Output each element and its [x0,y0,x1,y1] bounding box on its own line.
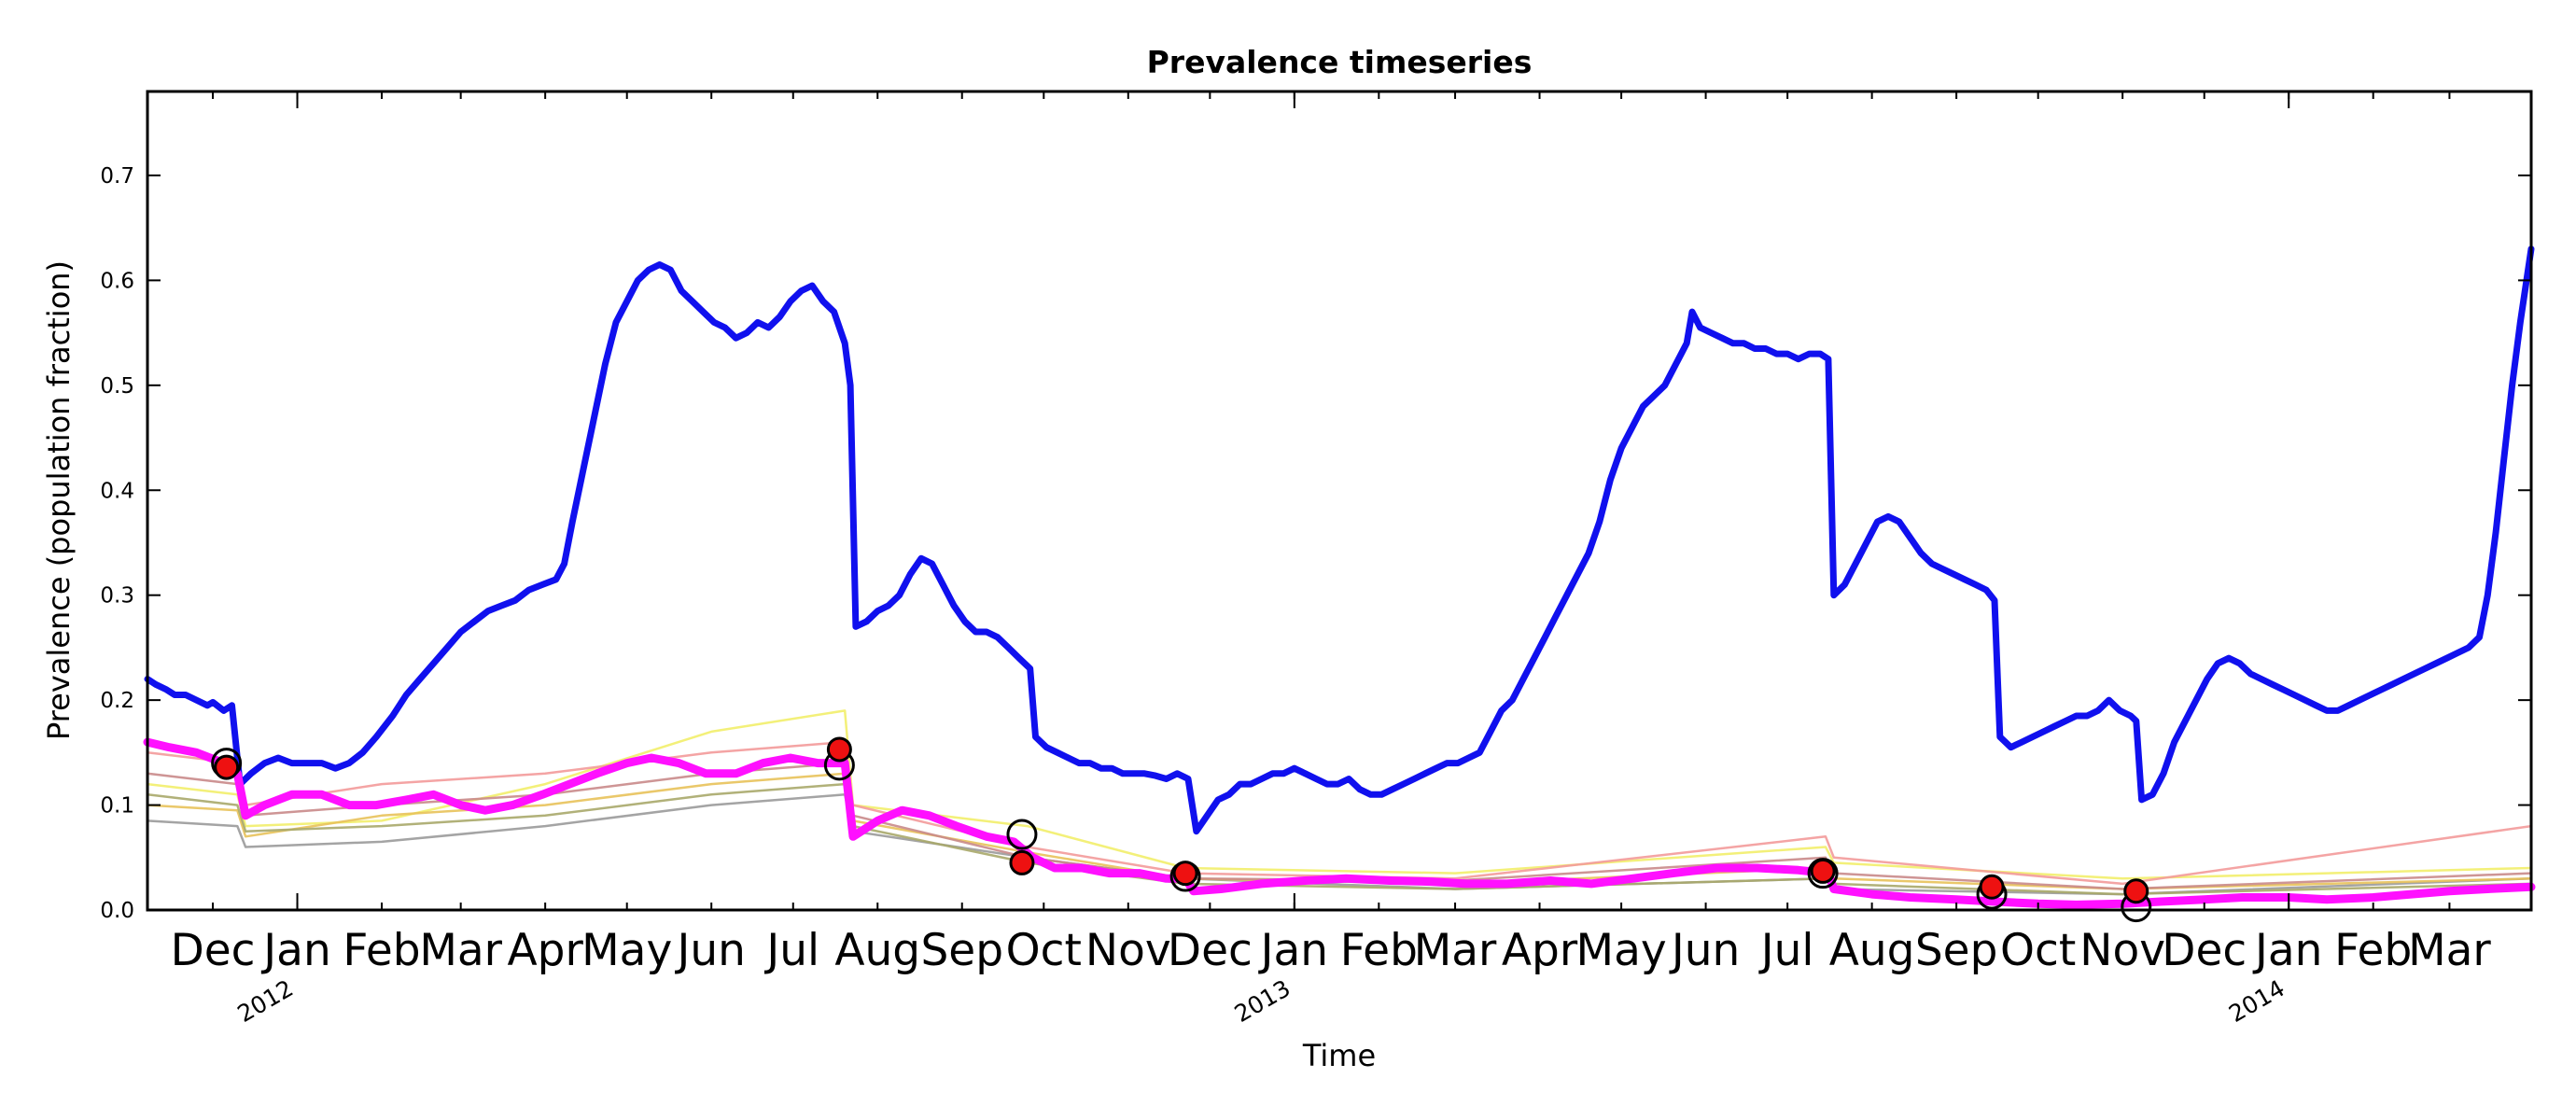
x-month-label: Oct [1006,925,1082,976]
x-month-label: Apr [507,925,583,976]
x-month-label: Sep [920,925,1003,976]
x-month-label: Apr [1502,925,1578,976]
x-month-label: Mar [419,925,502,976]
x-month-label: Aug [834,925,920,976]
y-tick-label: 0.5 [100,374,134,399]
y-tick-label: 0.1 [100,794,134,819]
main-series-line [144,245,2535,835]
filled-marker [2123,878,2149,904]
x-month-label: Jun [674,925,745,976]
x-axis-label: Time [1302,1038,1376,1073]
x-month-label: Nov [1085,925,1171,976]
filled-marker [1009,849,1035,875]
y-tick-label: 0.0 [100,899,134,923]
x-month-label: Mar [2408,925,2491,976]
x-month-label: Dec [2162,925,2247,976]
y-tick-label: 0.3 [100,584,134,609]
x-month-label: Jul [763,925,819,976]
filled-marker [1172,861,1198,887]
filled-marker [214,754,240,780]
x-month-label: Feb [2334,925,2412,976]
open-marker [1006,819,1038,850]
x-month-label: Feb [343,925,420,976]
y-tick-label: 0.6 [100,269,134,293]
y-tick-label: 0.7 [100,164,134,189]
x-month-label: Jan [1258,925,1328,976]
x-month-label: May [1576,925,1667,976]
filled-marker [1810,858,1836,884]
x-month-label: Aug [1829,925,1915,976]
x-month-label: Jul [1758,925,1814,976]
x-month-label: Nov [2079,925,2165,976]
chart-title: Prevalence timeseries [1147,44,1533,80]
mean-series-line [143,737,2536,909]
x-month-label: Dec [171,925,256,976]
filled-marker [826,736,852,763]
x-month-label: Oct [2000,925,2076,976]
x-month-label: May [581,925,672,976]
y-axis: 0.0 0.1 0.2 0.3 0.4 0.5 0.6 0.7 [100,164,2531,923]
observation-markers [211,736,2152,923]
x-month-label: Jan [260,925,330,976]
x-month-label: Feb [1340,925,1418,976]
main-series [143,245,2536,909]
x-month-label: Jun [1669,925,1740,976]
y-axis-label: Prevalence (population fraction) [41,260,77,740]
plot-area-frame [146,90,2533,912]
y-tick-label: 0.4 [100,479,134,503]
filled-marker [1979,874,2005,900]
y-tick-label: 0.2 [100,689,134,713]
x-month-label: Mar [1414,925,1497,976]
x-month-label: Jan [2252,925,2322,976]
x-month-label: Dec [1168,925,1253,976]
x-month-label: Sep [1915,925,1998,976]
